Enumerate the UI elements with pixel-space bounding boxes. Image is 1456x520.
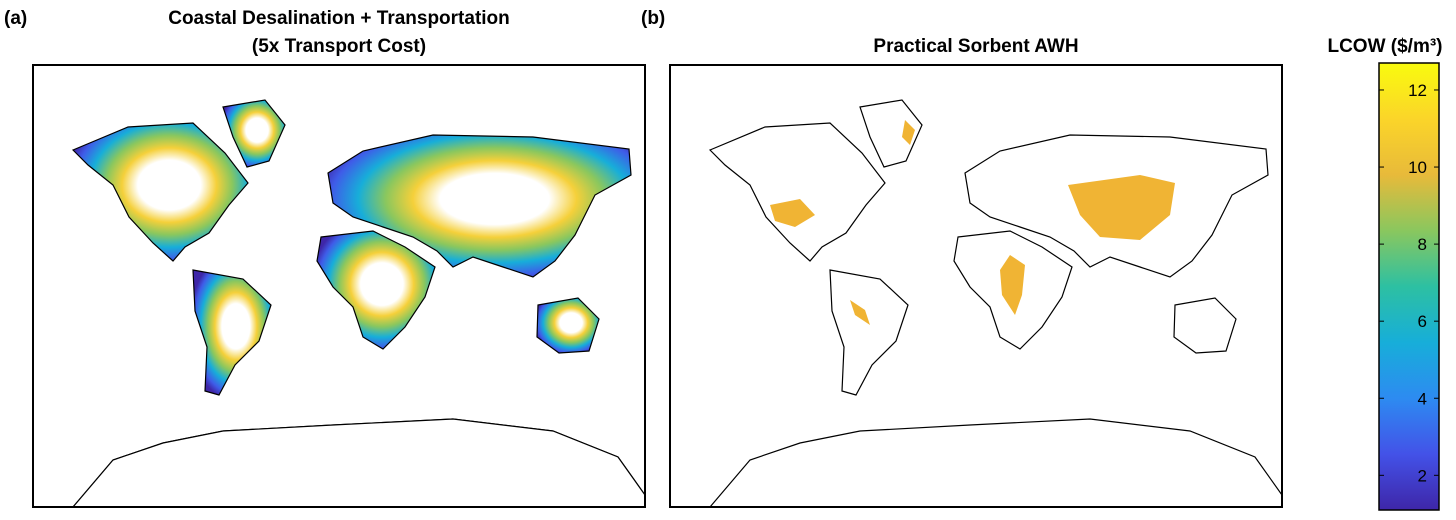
region bbox=[770, 120, 1175, 325]
frame bbox=[669, 64, 1283, 508]
panel-title: Practical Sorbent AWH bbox=[873, 36, 1078, 57]
panel-label: (b) bbox=[641, 8, 665, 29]
tick-label: 8 bbox=[1418, 235, 1427, 254]
colorbar: LCOW ($/m³) 2 4 6 8 10 12 bbox=[1327, 36, 1443, 511]
panel-title: (5x Transport Cost) bbox=[252, 36, 426, 57]
tick-label: 2 bbox=[1418, 466, 1427, 485]
frame bbox=[32, 64, 646, 508]
map bbox=[72, 99, 645, 507]
tick-label: 10 bbox=[1408, 158, 1427, 177]
map bbox=[709, 99, 1282, 507]
panel-b: (b) Practical Sorbent AWH bbox=[641, 8, 1283, 508]
tick-label: 4 bbox=[1418, 389, 1427, 408]
tick-label: 12 bbox=[1408, 81, 1427, 100]
colorbar-fill bbox=[1378, 62, 1440, 511]
panel-a: (a) Coastal Desalination + Transportatio… bbox=[4, 8, 646, 508]
panel-label: (a) bbox=[4, 8, 27, 29]
panel-title: Coastal Desalination + Transportation bbox=[168, 8, 510, 29]
colorbar-label: LCOW ($/m³) bbox=[1327, 36, 1442, 57]
tick-label: 6 bbox=[1418, 312, 1427, 331]
land bbox=[709, 99, 1282, 507]
antarctica bbox=[72, 418, 645, 507]
